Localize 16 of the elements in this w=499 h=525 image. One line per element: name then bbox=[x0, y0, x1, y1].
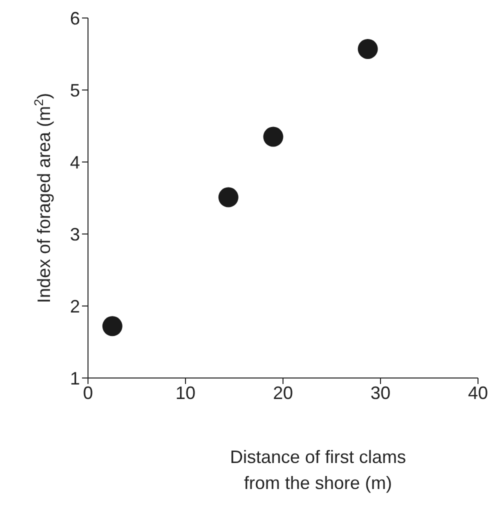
x-tick-label: 40 bbox=[468, 382, 488, 403]
x-tick-label: 0 bbox=[82, 382, 94, 403]
point bbox=[102, 316, 122, 336]
x-tick-label: 20 bbox=[272, 382, 294, 403]
y-tick-label: 3 bbox=[70, 224, 80, 244]
y-tick-label: 4 bbox=[70, 152, 80, 172]
y-tick-label: 2 bbox=[70, 296, 80, 316]
x-tick-label: 10 bbox=[175, 382, 196, 403]
y-tick-label: 1 bbox=[70, 368, 80, 388]
point bbox=[218, 187, 238, 208]
x-axis-title: Distance of first clams from the shore (m) bbox=[230, 447, 406, 493]
point bbox=[358, 38, 378, 59]
y-tick-label: 5 bbox=[70, 80, 80, 100]
point bbox=[263, 126, 284, 147]
y-tick-label: 6 bbox=[70, 8, 80, 28]
x-tick-label: 30 bbox=[370, 382, 391, 403]
